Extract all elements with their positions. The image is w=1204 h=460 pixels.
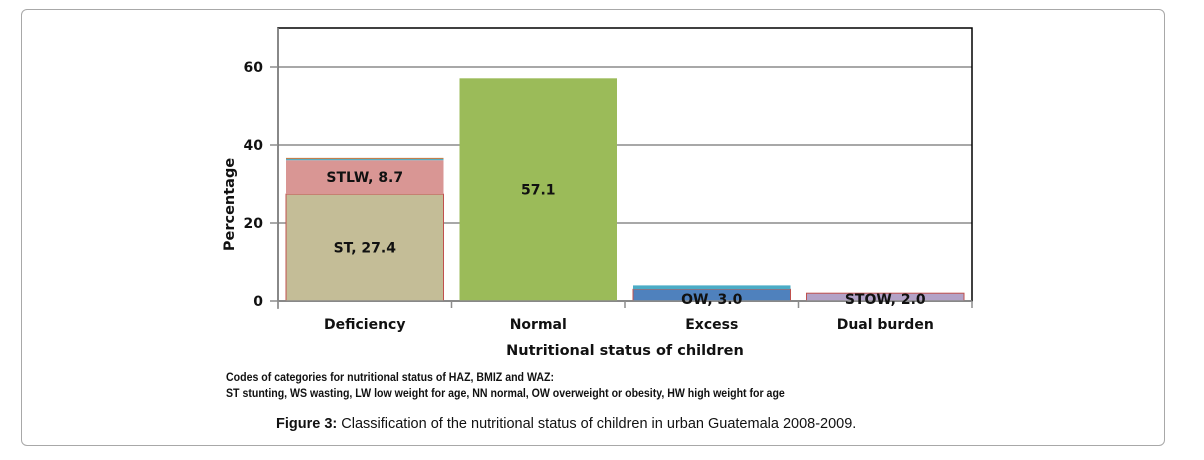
bar-segment-hw: [633, 285, 791, 290]
data-label-stlw: STLW, 8.7: [326, 170, 403, 186]
data-label-stow: STOW, 2.0: [845, 292, 926, 308]
data-label-nn: 57.1: [521, 183, 556, 199]
y-tick-label: 40: [244, 138, 264, 154]
codes-note-heading: Codes of categories for nutritional stat…: [226, 372, 554, 384]
bar-segment-st: [285, 193, 444, 302]
labels: 0 20 40 60 Deficiency Normal Excess Dual burden…: [244, 60, 934, 333]
data-label-ow: OW, 3.0: [681, 292, 742, 308]
bar-segment-lw: [286, 157, 444, 160]
x-tick-label: Dual burden: [837, 317, 934, 333]
x-tick-label: Deficiency: [324, 317, 405, 333]
bars: [285, 78, 965, 302]
bar-segment-nn: [459, 78, 617, 301]
stacked-bar-chart: 0 20 40 60 Deficiency Normal Excess Dual burden…: [222, 27, 973, 359]
data-label-st: ST, 27.4: [334, 241, 397, 257]
x-tick-label: Excess: [685, 317, 738, 333]
bar-segment-stlw: [286, 160, 444, 195]
figure-caption: Figure 3: Classification of the nutritio…: [276, 416, 856, 432]
figure-frame: [21, 9, 1165, 446]
figure-caption-label: Figure 3:: [276, 416, 338, 432]
y-tick-label: 0: [253, 294, 263, 310]
y-axis-title: Percentage: [222, 158, 238, 251]
x-axis-title: Nutritional status of children: [506, 343, 744, 359]
axes: [270, 28, 973, 309]
codes-note-definitions: ST stunting, WS wasting, LW low weight f…: [226, 388, 785, 400]
x-tick-label: Normal: [510, 317, 567, 333]
figure-caption-text: Classification of the nutritional status…: [337, 416, 857, 432]
y-tick-label: 60: [244, 60, 264, 76]
bar-segment-ws: [286, 159, 444, 161]
y-tick-label: 20: [244, 216, 264, 232]
